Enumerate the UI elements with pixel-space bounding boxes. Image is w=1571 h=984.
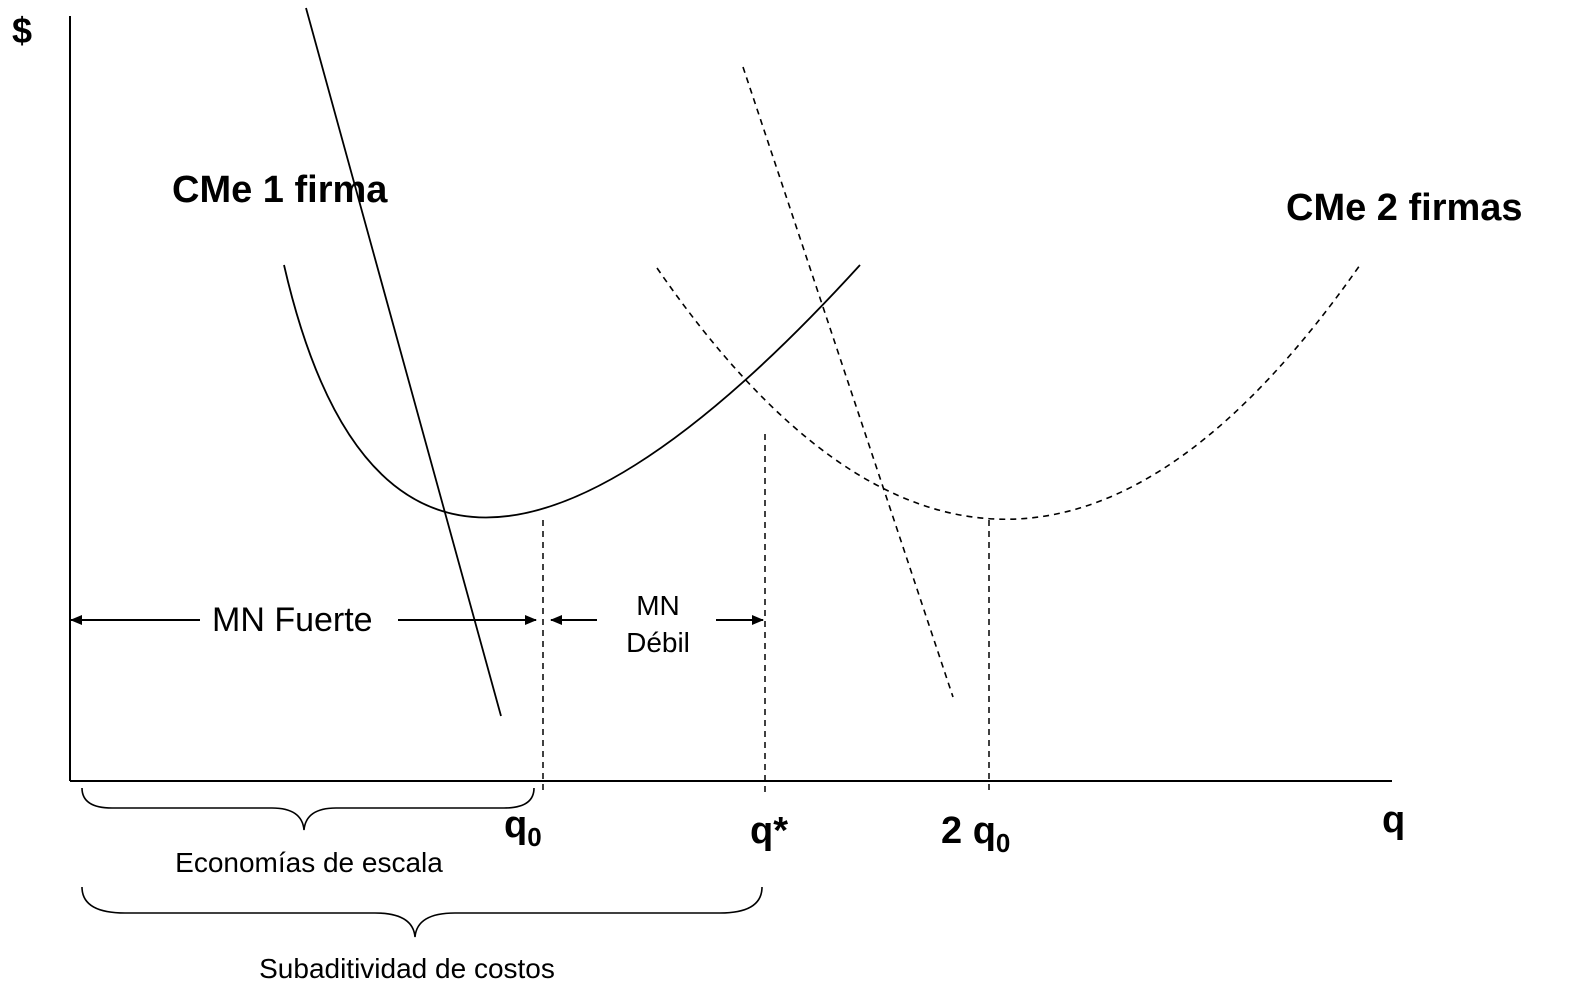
mn-debil-label-line2: Débil <box>626 627 690 658</box>
q0-tick-sub: 0 <box>527 822 541 852</box>
cme-1-firma-label: CMe 1 firma <box>172 169 388 211</box>
y-axis-label: $ <box>12 10 32 51</box>
cme-2-firmas-curve <box>656 264 1361 520</box>
economias-brace <box>81 787 535 831</box>
q0-tick-base: q <box>504 804 527 846</box>
mn-debil-label-line1: MN <box>636 590 680 621</box>
cme-1-firma-curve <box>283 264 861 519</box>
mn-fuerte-label: MN Fuerte <box>212 601 373 639</box>
two-q0-tick-label: 2 q0 <box>941 810 1010 858</box>
q0-tick-label: q0 <box>504 804 542 852</box>
economias-label: Economías de escala <box>175 847 443 878</box>
demand-line-dashed <box>742 66 954 698</box>
two-q0-tick-base: 2 q <box>941 810 996 852</box>
demand-line-solid <box>305 7 502 717</box>
two-q0-tick-sub: 0 <box>996 828 1010 858</box>
qstar-tick-label: q* <box>750 810 788 852</box>
subaditividad-brace <box>81 886 763 938</box>
x-axis-label: q <box>1382 799 1405 841</box>
cme-2-firmas-label: CMe 2 firmas <box>1286 187 1523 229</box>
subaditividad-label: Subaditividad de costos <box>259 953 555 984</box>
